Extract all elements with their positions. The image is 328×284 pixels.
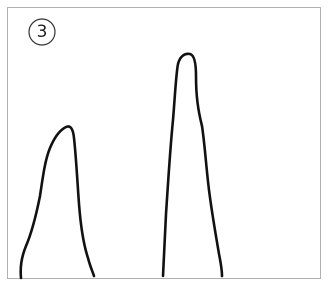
page: 3 (() => { const data = JSON.parse(docum… [0,0,328,284]
canvas: 3 [0,0,328,284]
label-number: 3 [37,22,48,42]
